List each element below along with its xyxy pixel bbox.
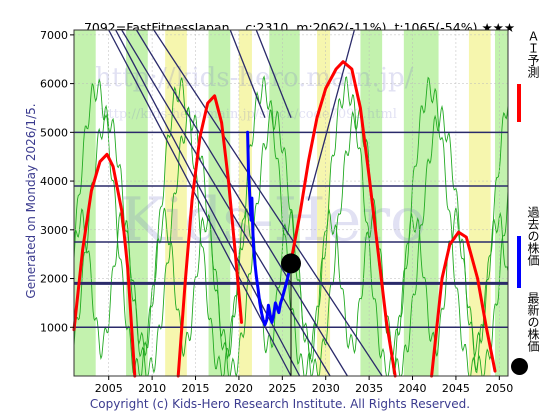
band-8 — [403, 30, 439, 376]
past-price-line-0 — [246, 130, 293, 327]
trend-line-7 — [307, 29, 355, 201]
band-2 — [165, 30, 187, 376]
trend-line-6 — [229, 29, 266, 118]
x-tick-label-5: 2030 — [312, 382, 340, 395]
legend-ai-forecast-swatch — [517, 84, 521, 122]
legend: ＡＩ予測 過去の株価 最新の株価 — [511, 28, 551, 378]
band-4 — [238, 30, 252, 376]
x-tick-label-3: 2020 — [225, 382, 253, 395]
band-3 — [208, 30, 231, 376]
copyright-footer: Copyright (c) Kids-Hero Research Institu… — [89, 397, 471, 411]
y-tick-label-3: 4000 — [40, 175, 68, 188]
legend-latest-price-dot — [511, 358, 528, 375]
x-tick-label-9: 2050 — [485, 382, 513, 395]
plot-frame — [73, 29, 509, 377]
x-tick-label-0: 2005 — [95, 382, 123, 395]
legend-latest-price-label: 最新の株価 — [526, 292, 540, 352]
y-tick-label-5: 6000 — [40, 78, 68, 91]
trend-line-4 — [153, 29, 383, 377]
trend-lines — [108, 29, 383, 377]
legend-latest-price: 最新の株価 — [511, 292, 551, 378]
latest-marker — [281, 253, 301, 376]
x-axis-ticks: 2005 2010 2015 2020 2025 2030 2035 2040 2045 2050 — [95, 376, 513, 395]
trend-line-2 — [121, 29, 331, 377]
ai-forecast-line-0 — [72, 152, 137, 378]
series-lines — [72, 60, 497, 378]
legend-past-price-swatch — [517, 236, 521, 288]
legend-past-price-label: 過去の株価 — [526, 206, 540, 266]
y-tick-label-0: 1000 — [40, 321, 68, 334]
ai-forecast-line-3 — [430, 230, 497, 378]
trend-line-5 — [255, 29, 292, 118]
x-tick-label-8: 2045 — [442, 382, 470, 395]
y-tick-label-2: 3000 — [40, 224, 68, 237]
band-10 — [494, 30, 508, 376]
trend-line-3 — [135, 29, 348, 377]
legend-ai-forecast-label: ＡＩ予測 — [526, 30, 540, 78]
trend-line-1 — [115, 29, 301, 377]
y-tick-label-1: 2000 — [40, 273, 68, 286]
y-tick-label-6: 7000 — [40, 29, 68, 42]
trend-line-0 — [108, 29, 292, 377]
y-axis-ticks: 1000 2000 3000 4000 5000 6000 7000 — [40, 29, 74, 334]
band-6 — [317, 30, 331, 376]
legend-past-price: 過去の株価 — [511, 206, 551, 288]
ai-forecast-line-2 — [289, 60, 397, 378]
x-tick-label-6: 2035 — [355, 382, 383, 395]
x-tick-label-7: 2040 — [399, 382, 427, 395]
ai-forecast-line-1 — [176, 94, 243, 378]
latest-price-dot — [281, 253, 301, 274]
x-tick-label-2: 2015 — [182, 382, 210, 395]
x-tick-label-1: 2010 — [138, 382, 166, 395]
y-tick-label-4: 5000 — [40, 126, 68, 139]
legend-ai-forecast: ＡＩ予測 — [511, 28, 551, 128]
x-tick-label-4: 2025 — [268, 382, 296, 395]
watermark-url: http://kids-hero.main.jp/ — [95, 63, 414, 93]
